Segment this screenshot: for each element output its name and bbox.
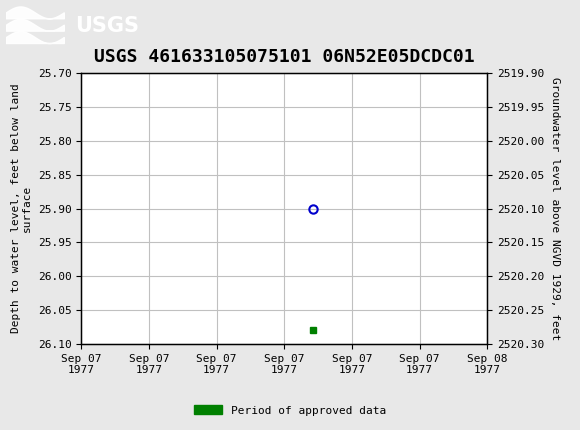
Legend: Period of approved data: Period of approved data: [190, 401, 390, 420]
Y-axis label: Depth to water level, feet below land
surface: Depth to water level, feet below land su…: [10, 84, 32, 333]
Title: USGS 461633105075101 06N52E05DCDC01: USGS 461633105075101 06N52E05DCDC01: [94, 48, 474, 66]
Y-axis label: Groundwater level above NGVD 1929, feet: Groundwater level above NGVD 1929, feet: [550, 77, 560, 340]
Text: USGS: USGS: [75, 16, 139, 36]
